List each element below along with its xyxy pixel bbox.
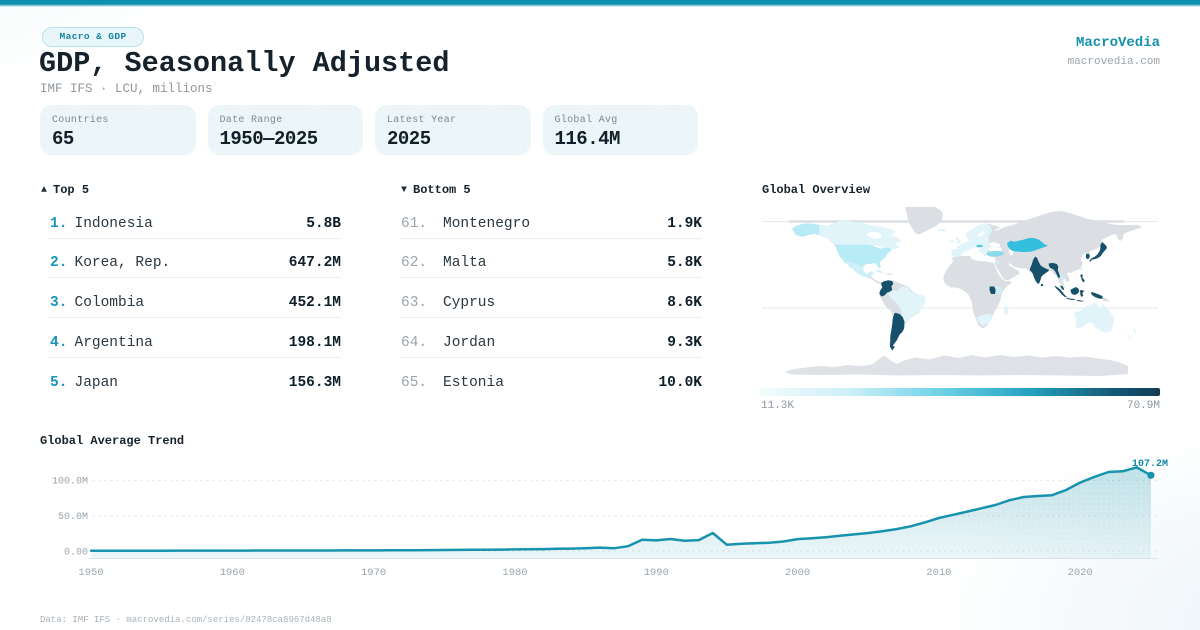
svg-text:2020: 2020 — [1068, 567, 1093, 579]
svg-text:1990: 1990 — [644, 567, 669, 579]
svg-text:2000: 2000 — [785, 567, 810, 579]
svg-text:1980: 1980 — [502, 567, 527, 579]
svg-text:50.0M: 50.0M — [58, 512, 88, 523]
svg-text:2010: 2010 — [926, 567, 951, 579]
svg-text:0.00: 0.00 — [64, 548, 88, 559]
svg-text:1970: 1970 — [361, 567, 386, 579]
svg-text:107.2M: 107.2M — [1132, 459, 1168, 470]
svg-text:100.0M: 100.0M — [52, 477, 88, 488]
svg-text:1950: 1950 — [78, 567, 103, 579]
svg-text:1960: 1960 — [220, 567, 245, 579]
